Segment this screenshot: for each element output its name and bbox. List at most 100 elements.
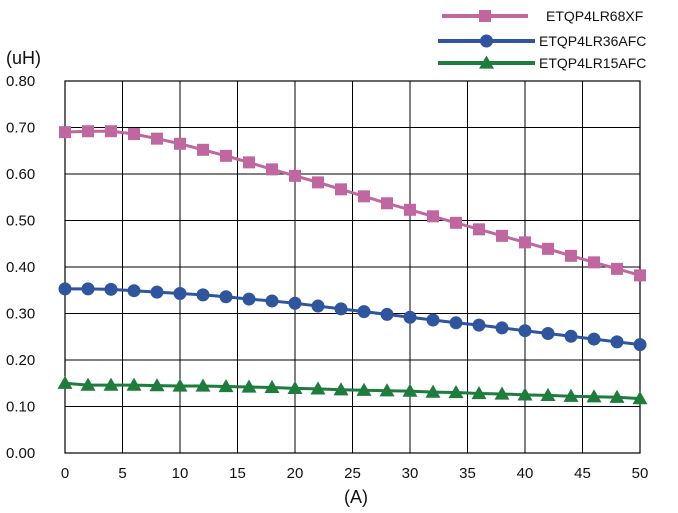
data-point <box>540 387 556 401</box>
x-tick-label: 35 <box>459 465 476 482</box>
x-tick-label: 15 <box>229 465 246 482</box>
data-point <box>450 216 462 229</box>
series-group <box>57 125 648 405</box>
data-point <box>541 326 555 340</box>
data-point <box>197 143 209 156</box>
data-point <box>517 387 533 401</box>
data-point <box>287 380 303 394</box>
data-point <box>333 382 349 396</box>
legend-swatch-marker <box>480 34 493 48</box>
data-point <box>632 391 648 405</box>
legend-swatch-marker <box>479 10 491 22</box>
data-point <box>448 385 464 399</box>
y-tick-label: 0.50 <box>6 213 35 230</box>
x-tick-label: 0 <box>61 465 69 482</box>
data-point <box>103 377 119 391</box>
x-tick-label: 20 <box>287 465 304 482</box>
data-point <box>335 183 347 196</box>
data-point <box>565 249 577 262</box>
data-point <box>311 299 325 313</box>
y-tick-label: 0.20 <box>6 352 35 369</box>
data-point <box>220 149 232 162</box>
tick-labels: 0 5 10 15 20 25 30 35 40 45 50 0.00 0.10 0.20 0.30 0.40… <box>6 73 648 482</box>
data-point <box>495 321 509 335</box>
data-point <box>563 388 579 402</box>
legend-label: ETQP4LR68XF <box>546 8 643 24</box>
data-point <box>265 294 279 308</box>
data-point <box>310 381 326 395</box>
data-point <box>241 379 257 393</box>
data-point <box>266 163 278 176</box>
data-point <box>426 313 440 327</box>
data-point <box>173 287 187 301</box>
data-point <box>425 384 441 398</box>
data-point <box>126 377 142 391</box>
data-point <box>127 284 141 298</box>
data-point <box>105 125 117 138</box>
x-tick-label: 25 <box>344 465 361 482</box>
x-tick-label: 50 <box>632 465 649 482</box>
data-point <box>150 285 164 299</box>
x-tick-label: 30 <box>402 465 419 482</box>
data-point <box>449 316 463 330</box>
data-point <box>219 290 233 304</box>
data-point <box>358 190 370 203</box>
y-tick-label: 0.10 <box>6 399 35 416</box>
data-point <box>471 385 487 400</box>
data-point <box>356 382 372 396</box>
data-point <box>403 310 417 324</box>
data-point <box>609 389 625 403</box>
data-point <box>104 282 118 296</box>
y-axis-title: (uH) <box>6 48 41 68</box>
data-point <box>82 125 94 138</box>
data-point <box>542 242 554 255</box>
data-point <box>518 324 532 338</box>
data-point <box>404 203 416 216</box>
x-tick-label: 45 <box>574 465 591 482</box>
data-point <box>288 296 302 310</box>
data-point <box>610 335 624 349</box>
legend-item: ETQP4LR36AFC <box>438 33 646 49</box>
data-point <box>587 332 601 346</box>
data-point <box>381 197 393 210</box>
data-point <box>128 128 140 141</box>
data-point <box>242 292 256 306</box>
data-point <box>151 132 163 145</box>
legend-item: ETQP4LR15AFC <box>438 55 646 71</box>
data-point <box>289 169 301 182</box>
data-point <box>243 156 255 169</box>
data-point <box>80 377 96 391</box>
data-point <box>380 307 394 321</box>
data-point <box>611 262 623 275</box>
legend: ETQP4LR68XF ETQP4LR36AFC ETQP4LR15AFC <box>438 8 646 71</box>
data-point <box>588 256 600 269</box>
data-point <box>196 288 210 302</box>
axes <box>64 80 641 454</box>
y-tick-label: 0.30 <box>6 306 35 323</box>
series-ETQP4LR36AFC <box>58 282 647 352</box>
x-axis-title: (A) <box>344 487 368 507</box>
x-tick-label: 10 <box>172 465 189 482</box>
data-point <box>427 210 439 223</box>
data-point <box>334 302 348 316</box>
y-tick-label: 0.00 <box>6 445 35 462</box>
data-point <box>264 379 280 394</box>
data-point <box>58 282 72 296</box>
data-point <box>312 176 324 189</box>
data-point <box>81 282 95 296</box>
data-point <box>472 318 486 332</box>
data-point <box>379 383 395 397</box>
data-point <box>357 305 371 319</box>
data-point <box>519 236 531 249</box>
data-point <box>218 379 234 393</box>
data-point <box>149 378 165 392</box>
data-point <box>494 386 510 400</box>
data-point <box>402 383 418 397</box>
series-ETQP4LR15AFC <box>57 375 648 405</box>
data-point <box>59 126 71 139</box>
y-tick-label: 0.40 <box>6 259 35 276</box>
legend-swatch-marker <box>479 55 494 69</box>
data-point <box>473 223 485 236</box>
series-ETQP4LR68XF <box>59 125 646 282</box>
